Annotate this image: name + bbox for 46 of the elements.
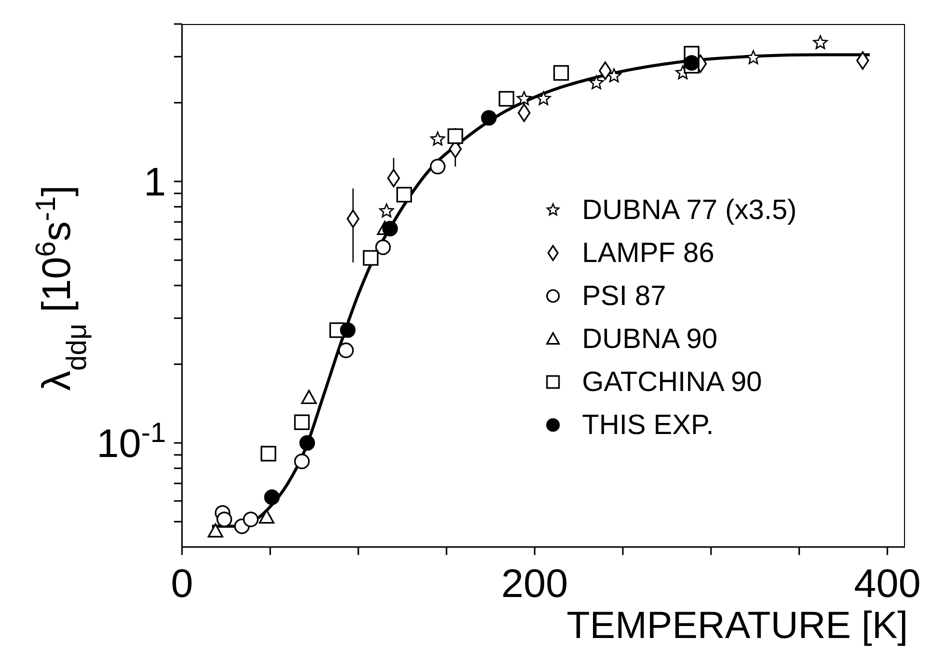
point bbox=[379, 203, 394, 218]
point bbox=[746, 50, 761, 64]
x-axis-title: TEMPERATURE [K] bbox=[566, 605, 908, 647]
point bbox=[387, 168, 400, 188]
point bbox=[856, 51, 870, 70]
point bbox=[606, 68, 622, 82]
point bbox=[301, 390, 317, 404]
point bbox=[553, 65, 569, 81]
point bbox=[430, 158, 446, 174]
point bbox=[242, 512, 259, 528]
point bbox=[346, 210, 360, 228]
point bbox=[260, 446, 276, 462]
point bbox=[375, 239, 391, 256]
point bbox=[294, 454, 310, 470]
y-tick-label: 1 bbox=[144, 160, 166, 204]
point bbox=[684, 55, 700, 71]
point bbox=[481, 110, 497, 126]
point bbox=[294, 414, 310, 430]
x-tick-label: 200 bbox=[501, 562, 568, 606]
point bbox=[396, 186, 412, 202]
legend-label: DUBNA 90 bbox=[582, 322, 718, 354]
point bbox=[516, 91, 532, 106]
point bbox=[382, 220, 398, 236]
point bbox=[340, 322, 356, 338]
legend-label: GATCHINA 90 bbox=[582, 366, 762, 398]
point bbox=[813, 35, 828, 50]
point bbox=[338, 342, 354, 358]
legend-label: LAMPF 86 bbox=[582, 236, 714, 268]
point bbox=[258, 509, 274, 524]
point bbox=[589, 75, 604, 90]
point bbox=[362, 250, 378, 266]
x-tick-label: 400 bbox=[854, 562, 921, 606]
legend-label: DUBNA 77 (x3.5) bbox=[582, 194, 797, 226]
legend-label: THIS EXP. bbox=[582, 408, 714, 440]
point bbox=[216, 512, 232, 528]
point bbox=[448, 128, 464, 144]
point bbox=[536, 91, 551, 106]
point bbox=[299, 435, 315, 451]
point bbox=[208, 523, 224, 538]
point bbox=[498, 91, 514, 107]
y-tick-label: 10$^{-1}$ bbox=[96, 416, 166, 466]
point bbox=[430, 132, 446, 146]
legend-label: PSI 87 bbox=[582, 280, 666, 312]
point bbox=[264, 489, 280, 506]
point bbox=[598, 62, 612, 80]
x-tick-label: 0 bbox=[170, 562, 194, 606]
